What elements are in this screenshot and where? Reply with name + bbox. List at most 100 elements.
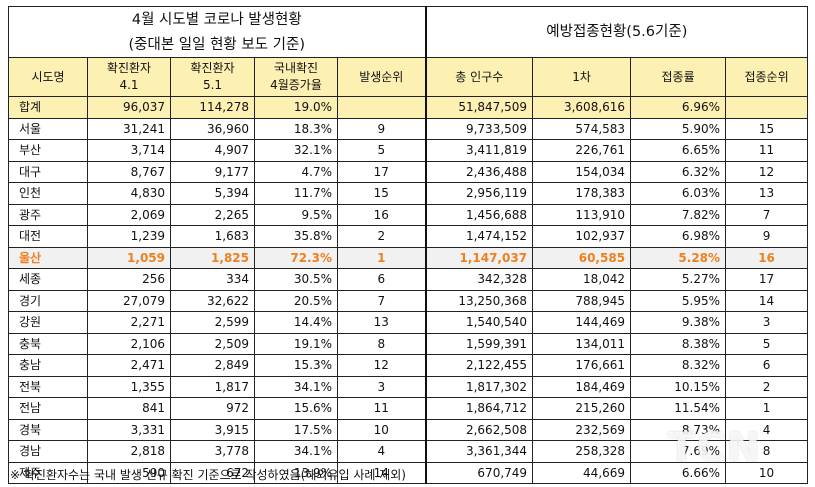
cell-c51: 36,960 xyxy=(170,117,255,140)
cell-inc: 15.3% xyxy=(254,354,338,377)
cell-vrank: 3 xyxy=(725,311,809,334)
table-row: 세종 256 334 30.5% 6 342,328 18,042 5.27% 17 xyxy=(8,268,809,291)
cell-c41: 8,767 xyxy=(87,160,171,183)
cell-c41: 2,271 xyxy=(87,311,171,334)
cell-rank: 7 xyxy=(336,289,427,312)
cell-rank: 1 xyxy=(336,246,427,269)
cell-region: 합계 xyxy=(8,96,88,119)
cell-first: 258,328 xyxy=(532,440,632,463)
cell-region: 광주 xyxy=(8,203,88,226)
cell-vrank: 16 xyxy=(725,246,809,269)
cell-rank: 10 xyxy=(336,418,427,441)
cell-vrank: 7 xyxy=(725,203,809,226)
cell-rate: 5.90% xyxy=(630,117,727,140)
cell-c41: 31,241 xyxy=(87,117,171,140)
cell-inc: 18.3% xyxy=(254,117,338,140)
cell-region: 경남 xyxy=(8,440,88,463)
cell-rate: 6.32% xyxy=(630,160,727,183)
cell-pop: 1,540,540 xyxy=(424,311,534,334)
cell-vrank: 12 xyxy=(725,160,809,183)
title-row: 4월 시도별 코로나 발생현황 예방접종현황(5.6기준) xyxy=(7,6,809,58)
cell-pop: 1,864,712 xyxy=(424,397,534,420)
table-row: 합계 96,037 114,278 19.0% 51,847,509 3,608,616 6… xyxy=(8,96,809,119)
table-row: 광주 2,069 2,265 9.5% 16 1,456,688 113,910 7.82% 7 xyxy=(8,203,809,226)
cell-c41: 2,069 xyxy=(87,203,171,226)
header-row: 시도명 확진환자 4.1 확진환자 5.1 국내확진 4월증가율 발생순위 총 인구수… xyxy=(8,57,809,97)
cell-inc: 9.5% xyxy=(254,203,338,226)
cell-rank: 11 xyxy=(336,397,427,420)
cell-region: 전남 xyxy=(8,397,88,420)
table-row: 전남 841 972 15.6% 11 1,864,712 215,260 11.54% 1 xyxy=(8,397,809,420)
cell-inc: 14.4% xyxy=(254,311,338,334)
cell-rank: 6 xyxy=(336,268,427,291)
cell-first: 134,011 xyxy=(532,332,632,355)
cell-vrank: 5 xyxy=(725,332,809,355)
footnote: ※ 확진환자수는 국내 발생 신규 확진 기준으로 작성하였음(해외유입 사례 … xyxy=(10,468,406,482)
cell-rate: 5.28% xyxy=(630,246,727,269)
cell-pop: 1,817,302 xyxy=(424,375,534,398)
cell-rank: 12 xyxy=(336,354,427,377)
cell-rate: 6.65% xyxy=(630,139,727,162)
cell-c51: 672 xyxy=(170,461,255,484)
cell-rate: 8.32% xyxy=(630,354,727,377)
cell-pop: 2,956,119 xyxy=(424,182,534,205)
cell-rate: 6.98% xyxy=(630,225,727,248)
cell-region: 경기 xyxy=(8,289,88,312)
cell-rate: 7.69% xyxy=(630,440,727,463)
cell-first: 226,761 xyxy=(532,139,632,162)
cell-c41: 841 xyxy=(87,397,171,420)
covid-status-table: 4월 시도별 코로나 발생현황 예방접종현황(5.6기준) (중대본 일일 현황… xyxy=(7,6,809,484)
header-increase-rate: 국내확진 4월증가율 xyxy=(254,57,338,97)
cell-pop: 9,733,509 xyxy=(424,117,534,140)
cell-c51: 32,622 xyxy=(170,289,255,312)
cell-rate: 6.66% xyxy=(630,461,727,484)
cell-c51: 334 xyxy=(170,268,255,291)
cell-rank: 2 xyxy=(336,225,427,248)
table-row: 전북 1,355 1,817 34.1% 3 1,817,302 184,469 10.15%… xyxy=(8,375,809,398)
cell-pop: 2,436,488 xyxy=(424,160,534,183)
header-rank: 발생순위 xyxy=(336,57,427,97)
cell-rank: 5 xyxy=(336,139,427,162)
cell-first: 113,910 xyxy=(532,203,632,226)
table-row: 부산 3,714 4,907 32.1% 5 3,411,819 226,761 6.65% 1… xyxy=(8,139,809,162)
cell-vrank: 4 xyxy=(725,418,809,441)
cell-c41: 1,355 xyxy=(87,375,171,398)
cell-pop: 670,749 xyxy=(424,461,534,484)
cell-c41: 1,239 xyxy=(87,225,171,248)
table-row: 제주 590 672 13.9% 14 670,749 44,669 6.66% 10 xyxy=(8,461,809,484)
header-first-dose: 1차 xyxy=(532,57,632,97)
cell-first: 788,945 xyxy=(532,289,632,312)
title-row-2: (중대본 일일 현황 보도 기준) xyxy=(7,32,808,58)
cell-first: 44,669 xyxy=(532,461,632,484)
header-vaccination-rate: 접종률 xyxy=(630,57,727,97)
cell-pop: 13,250,368 xyxy=(424,289,534,312)
header-population: 총 인구수 xyxy=(424,57,534,97)
cell-c41: 590 xyxy=(87,461,171,484)
cell-pop: 2,662,508 xyxy=(424,418,534,441)
cell-c51: 5,394 xyxy=(170,182,255,205)
cell-inc: 20.5% xyxy=(254,289,338,312)
cell-first: 144,469 xyxy=(532,311,632,334)
cell-inc: 4.7% xyxy=(254,160,338,183)
cell-inc: 72.3% xyxy=(254,246,338,269)
table-row: 강원 2,271 2,599 14.4% 13 1,540,540 144,469 9.38%… xyxy=(8,311,809,334)
cell-c41: 2,818 xyxy=(87,440,171,463)
cell-region: 제주 xyxy=(8,461,88,484)
cell-vrank: 14 xyxy=(725,289,809,312)
table-row: 경기 27,079 32,622 20.5% 7 13,250,368 788,945 5.9… xyxy=(8,289,809,312)
cell-inc: 19.0% xyxy=(254,96,338,119)
cell-first: 184,469 xyxy=(532,375,632,398)
cell-rank: 16 xyxy=(336,203,427,226)
cell-pop: 342,328 xyxy=(424,268,534,291)
cell-first: 574,583 xyxy=(532,117,632,140)
cell-inc: 17.5% xyxy=(254,418,338,441)
cell-first: 215,260 xyxy=(532,397,632,420)
header-confirmed-41: 확진환자 4.1 xyxy=(87,57,171,97)
table-row: 대전 1,239 1,683 35.8% 2 1,474,152 102,937 6.98% 9 xyxy=(8,225,809,248)
cell-rank: 15 xyxy=(336,182,427,205)
table-row: 대구 8,767 9,177 4.7% 17 2,436,488 154,034 6.32% 1… xyxy=(8,160,809,183)
cell-rank: 9 xyxy=(336,117,427,140)
cell-region: 강원 xyxy=(8,311,88,334)
cell-c41: 4,830 xyxy=(87,182,171,205)
cell-c41: 3,331 xyxy=(87,418,171,441)
